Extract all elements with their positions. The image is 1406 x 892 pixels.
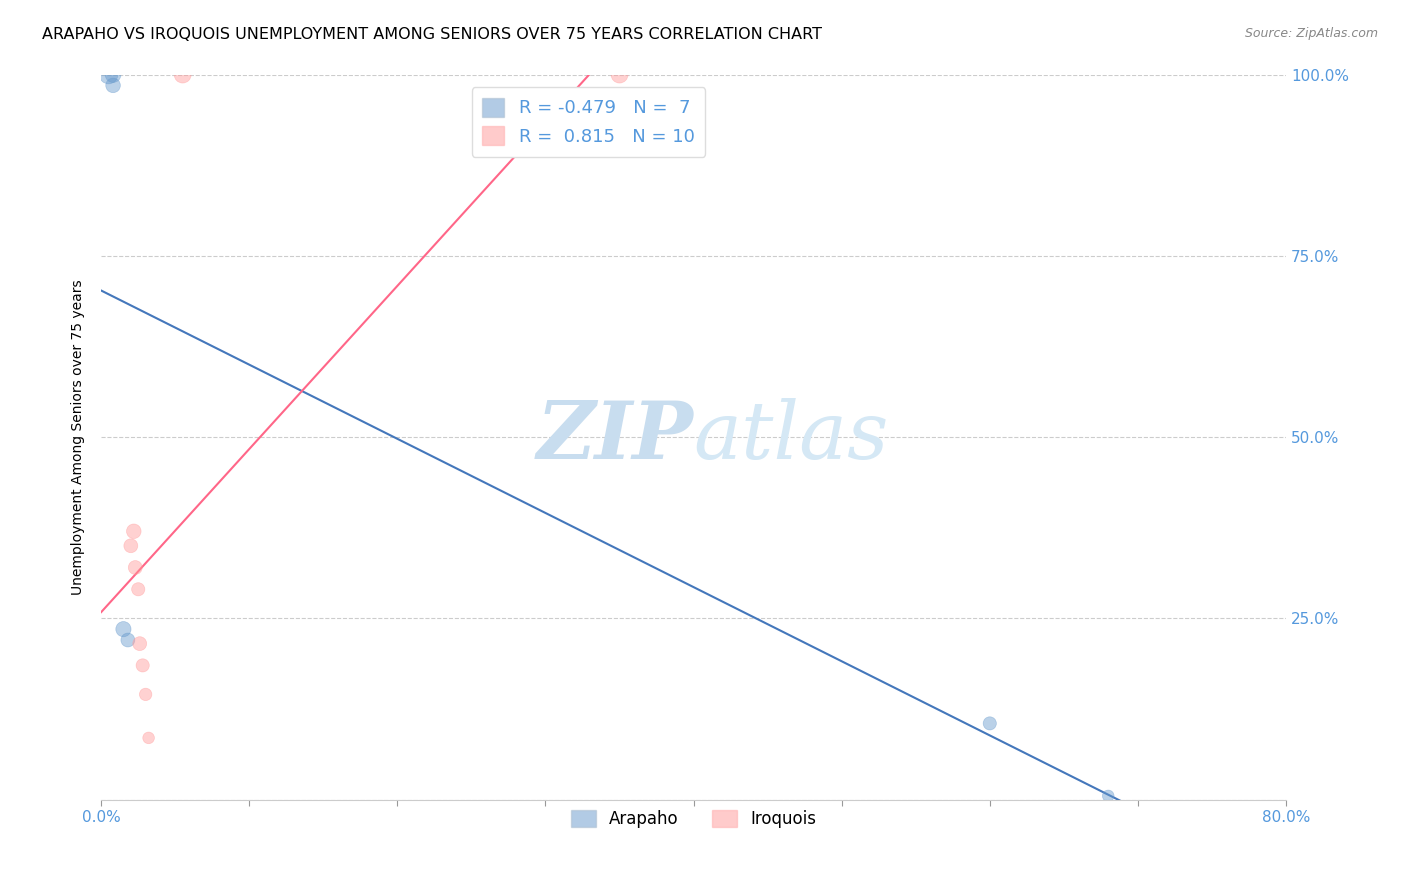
Point: [97, 68, 120, 82]
Point: [101, 78, 124, 93]
Y-axis label: Unemployment Among Seniors over 75 years: Unemployment Among Seniors over 75 years: [72, 279, 86, 595]
Point: [117, 633, 139, 648]
Text: atlas: atlas: [693, 398, 889, 475]
Point: [135, 687, 157, 701]
Point: [122, 524, 145, 539]
Text: Source: ZipAtlas.com: Source: ZipAtlas.com: [1244, 27, 1378, 40]
Point: [609, 68, 631, 82]
Point: [120, 539, 142, 553]
Point: [112, 622, 135, 636]
Legend: Arapaho, Iroquois: Arapaho, Iroquois: [564, 803, 823, 835]
Text: ARAPAHO VS IROQUOIS UNEMPLOYMENT AMONG SENIORS OVER 75 YEARS CORRELATION CHART: ARAPAHO VS IROQUOIS UNEMPLOYMENT AMONG S…: [42, 27, 823, 42]
Point: [1097, 789, 1119, 803]
Point: [138, 731, 160, 745]
Point: [124, 560, 146, 574]
Point: [131, 658, 153, 673]
Point: [127, 582, 149, 597]
Point: [128, 637, 150, 651]
Point: [979, 716, 1001, 731]
Point: [172, 68, 194, 82]
Text: ZIP: ZIP: [537, 398, 693, 475]
Point: [101, 68, 124, 82]
